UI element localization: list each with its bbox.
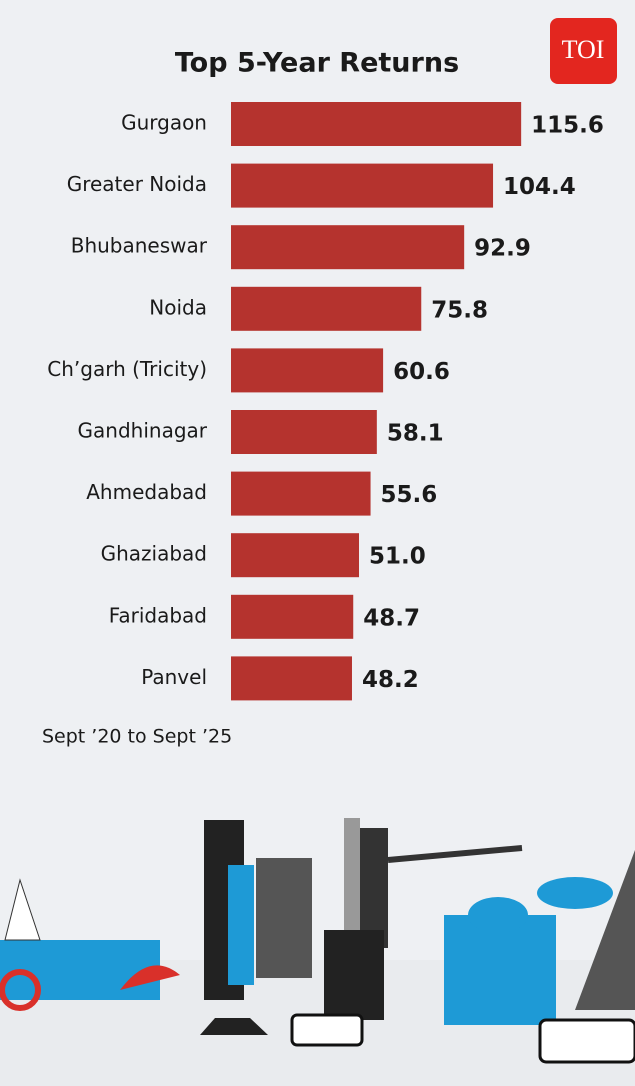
bar (231, 286, 422, 331)
dome (468, 897, 528, 933)
value-label: 58.1 (387, 421, 444, 447)
category-label: Gurgaon (121, 111, 207, 135)
building (324, 930, 384, 1020)
bar (231, 656, 352, 701)
cityscape (0, 818, 635, 1086)
mountain (575, 850, 635, 1010)
chart-title: Top 5-Year Returns (175, 48, 459, 79)
logo-text: TOI (562, 35, 605, 64)
float (0, 969, 41, 1011)
category-label: Ghaziabad (101, 542, 207, 566)
umbrella (120, 965, 180, 990)
category-label: Ch’garh (Tricity) (47, 357, 207, 381)
value-label: 51.0 (369, 544, 426, 570)
car (200, 1018, 268, 1035)
category-label: Greater Noida (67, 172, 207, 196)
logo-box (550, 18, 617, 84)
value-label: 75.8 (431, 297, 488, 323)
bar (231, 471, 371, 516)
category-label: Panvel (141, 665, 207, 689)
bar (231, 533, 360, 578)
building (228, 865, 254, 985)
category-label: Faridabad (109, 603, 207, 627)
note: Sept ’20 to Sept ’25 (42, 726, 232, 748)
category-label: Bhubaneswar (71, 234, 208, 258)
value-label: 48.7 (363, 605, 420, 631)
bus (290, 1013, 364, 1047)
building (360, 828, 388, 948)
building (256, 858, 312, 978)
value-label: 60.6 (393, 359, 450, 385)
value-label: 48.2 (362, 667, 419, 693)
boat (0, 940, 160, 1000)
bar (231, 594, 354, 639)
value-label: 55.6 (381, 482, 438, 508)
category-label: Ahmedabad (86, 480, 207, 504)
bar (231, 410, 377, 454)
building (444, 915, 556, 1025)
bus (538, 1018, 635, 1064)
bar (231, 102, 522, 146)
value-label: 104.4 (503, 174, 576, 200)
logo: TOI (550, 18, 617, 84)
cloud (537, 877, 613, 909)
value-label: 115.6 (531, 113, 604, 139)
bar (231, 225, 465, 270)
building (344, 818, 360, 938)
bar (231, 163, 494, 208)
value-label: 92.9 (474, 236, 531, 262)
bar (231, 348, 384, 393)
category-label: Noida (149, 295, 207, 319)
crane (387, 845, 523, 863)
sail (4, 878, 41, 941)
category-label: Gandhinagar (78, 419, 208, 443)
